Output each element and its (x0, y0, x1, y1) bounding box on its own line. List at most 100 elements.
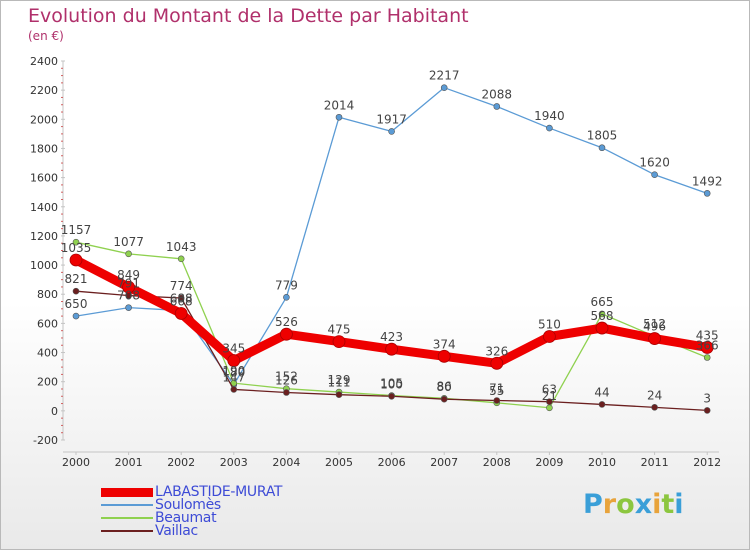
data-label: 1035 (61, 241, 92, 255)
data-point (332, 335, 346, 349)
data-point (283, 293, 290, 301)
logo-letter: i (652, 489, 662, 520)
data-label: 44 (594, 385, 609, 399)
data-label: 1805 (587, 129, 618, 143)
data-point (598, 401, 606, 408)
data-point (546, 124, 553, 132)
logo-letter: i (674, 489, 684, 520)
data-point (703, 354, 711, 361)
data-point (651, 404, 658, 411)
y-tick-label: 0 (51, 405, 58, 418)
x-tick-label: 2011 (641, 456, 669, 469)
data-label: 71 (489, 381, 504, 395)
data-label: 1940 (534, 109, 565, 123)
data-point (335, 391, 343, 398)
data-label: 63 (542, 383, 557, 397)
data-label: 435 (696, 328, 719, 342)
data-point (388, 392, 395, 400)
logo-letter: x (634, 489, 653, 520)
data-point (493, 103, 501, 110)
y-tick-label: 2000 (30, 113, 58, 126)
data-point (598, 144, 606, 152)
data-point (440, 84, 448, 91)
x-tick-label: 2002 (167, 456, 195, 469)
data-label: 126 (275, 373, 298, 387)
data-point (546, 398, 553, 405)
y-tick-label: 1800 (30, 142, 58, 155)
data-label: 2217 (429, 69, 460, 83)
data-point (72, 287, 80, 295)
data-label: 1917 (376, 112, 407, 126)
data-label: 496 (643, 320, 666, 334)
y-tick-label: 2400 (30, 55, 58, 68)
data-point (174, 307, 188, 320)
data-point (493, 397, 501, 404)
data-point (543, 330, 556, 343)
data-label: 821 (65, 272, 88, 286)
data-point (490, 356, 504, 370)
data-point (279, 327, 293, 341)
data-label: 668 (170, 294, 193, 308)
legend-label: Beaumat (155, 510, 217, 526)
data-point (72, 312, 80, 320)
x-tick-label: 2001 (115, 456, 143, 469)
y-tick-label: 400 (37, 347, 58, 360)
data-label: 1492 (692, 174, 723, 188)
data-point (122, 280, 135, 294)
data-point (125, 304, 132, 311)
data-label: 423 (380, 330, 403, 344)
data-point (651, 171, 658, 178)
data-point (648, 332, 661, 345)
x-tick-label: 2004 (272, 456, 300, 469)
logo-letter: r (602, 489, 617, 520)
y-tick-label: 800 (37, 288, 58, 301)
data-point (440, 395, 448, 403)
data-label: 1077 (113, 235, 144, 249)
y-tick-label: 1000 (30, 259, 58, 272)
y-tick-label: -200 (33, 434, 58, 447)
data-point (227, 354, 241, 367)
data-label: 111 (328, 376, 351, 390)
data-point (595, 321, 609, 335)
data-label: 24 (647, 388, 662, 402)
chart-title: Evolution du Montant de la Dette par Hab… (28, 5, 469, 27)
data-label: 510 (538, 318, 561, 332)
data-point (703, 407, 711, 414)
legend-swatch (101, 517, 153, 519)
data-label: 2014 (324, 98, 355, 112)
data-point (125, 250, 132, 258)
data-label: 849 (117, 268, 140, 282)
y-tick-label: 1600 (30, 172, 58, 185)
data-label: 512 (643, 317, 666, 331)
data-point (703, 190, 711, 197)
data-label: 665 (591, 295, 614, 309)
data-label: 374 (433, 337, 456, 351)
data-label: 774 (170, 279, 193, 293)
data-label: 475 (328, 323, 351, 337)
data-point (283, 389, 290, 396)
data-label: 779 (275, 278, 298, 292)
x-tick-label: 2005 (325, 456, 353, 469)
data-label: 147 (222, 370, 245, 384)
data-point (230, 386, 238, 393)
x-tick-label: 2007 (430, 456, 458, 469)
data-label: 152 (275, 370, 298, 384)
data-label: 650 (65, 297, 88, 311)
x-tick-label: 2009 (535, 456, 563, 469)
data-label: 1157 (61, 223, 92, 237)
data-point (700, 341, 714, 354)
data-point (69, 253, 83, 267)
legend-label: LABASTIDE-MURAT (155, 484, 283, 500)
legend-swatch (101, 488, 153, 497)
data-point (598, 310, 606, 318)
y-tick-label: 1200 (30, 230, 58, 243)
y-tick-label: 1400 (30, 201, 58, 214)
data-point (385, 342, 399, 356)
data-label: 21 (542, 389, 557, 403)
logo-letter: P (583, 489, 603, 520)
data-label: 791 (117, 277, 140, 291)
data-label: 2088 (482, 87, 513, 101)
data-label: 345 (222, 342, 245, 356)
